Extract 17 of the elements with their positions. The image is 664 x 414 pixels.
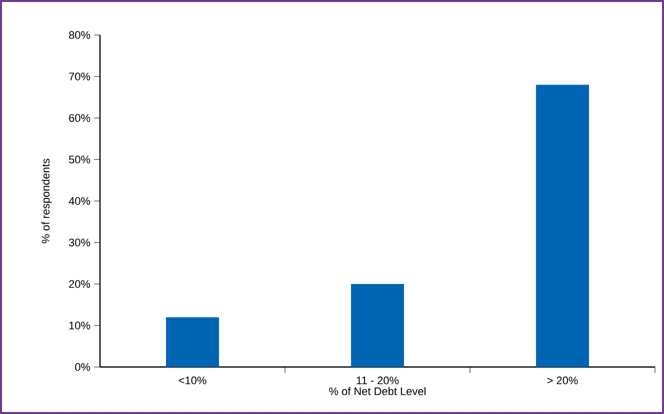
bar [351, 284, 404, 367]
y-tick-label: 50% [68, 156, 90, 164]
y-tick-label: 20% [69, 280, 90, 288]
y-tick-label: 30% [68, 238, 90, 246]
x-tick-label: > 20% [547, 376, 578, 384]
bar [536, 84, 590, 367]
y-axis-title: % of respondents [41, 158, 52, 244]
y-tick-label: 10% [69, 322, 90, 330]
bar [166, 317, 220, 367]
x-axis-title: % of Net Debt Level [329, 387, 426, 396]
y-tick-label: 70% [69, 72, 90, 80]
y-tick-label: 80% [69, 31, 90, 39]
x-tick-label: <10% [178, 376, 206, 384]
y-tick-label: 40% [68, 197, 90, 205]
y-tick-label: 0% [75, 363, 90, 371]
y-tick-label: 60% [69, 114, 90, 122]
x-tick-label: 11 - 20% [356, 376, 399, 384]
